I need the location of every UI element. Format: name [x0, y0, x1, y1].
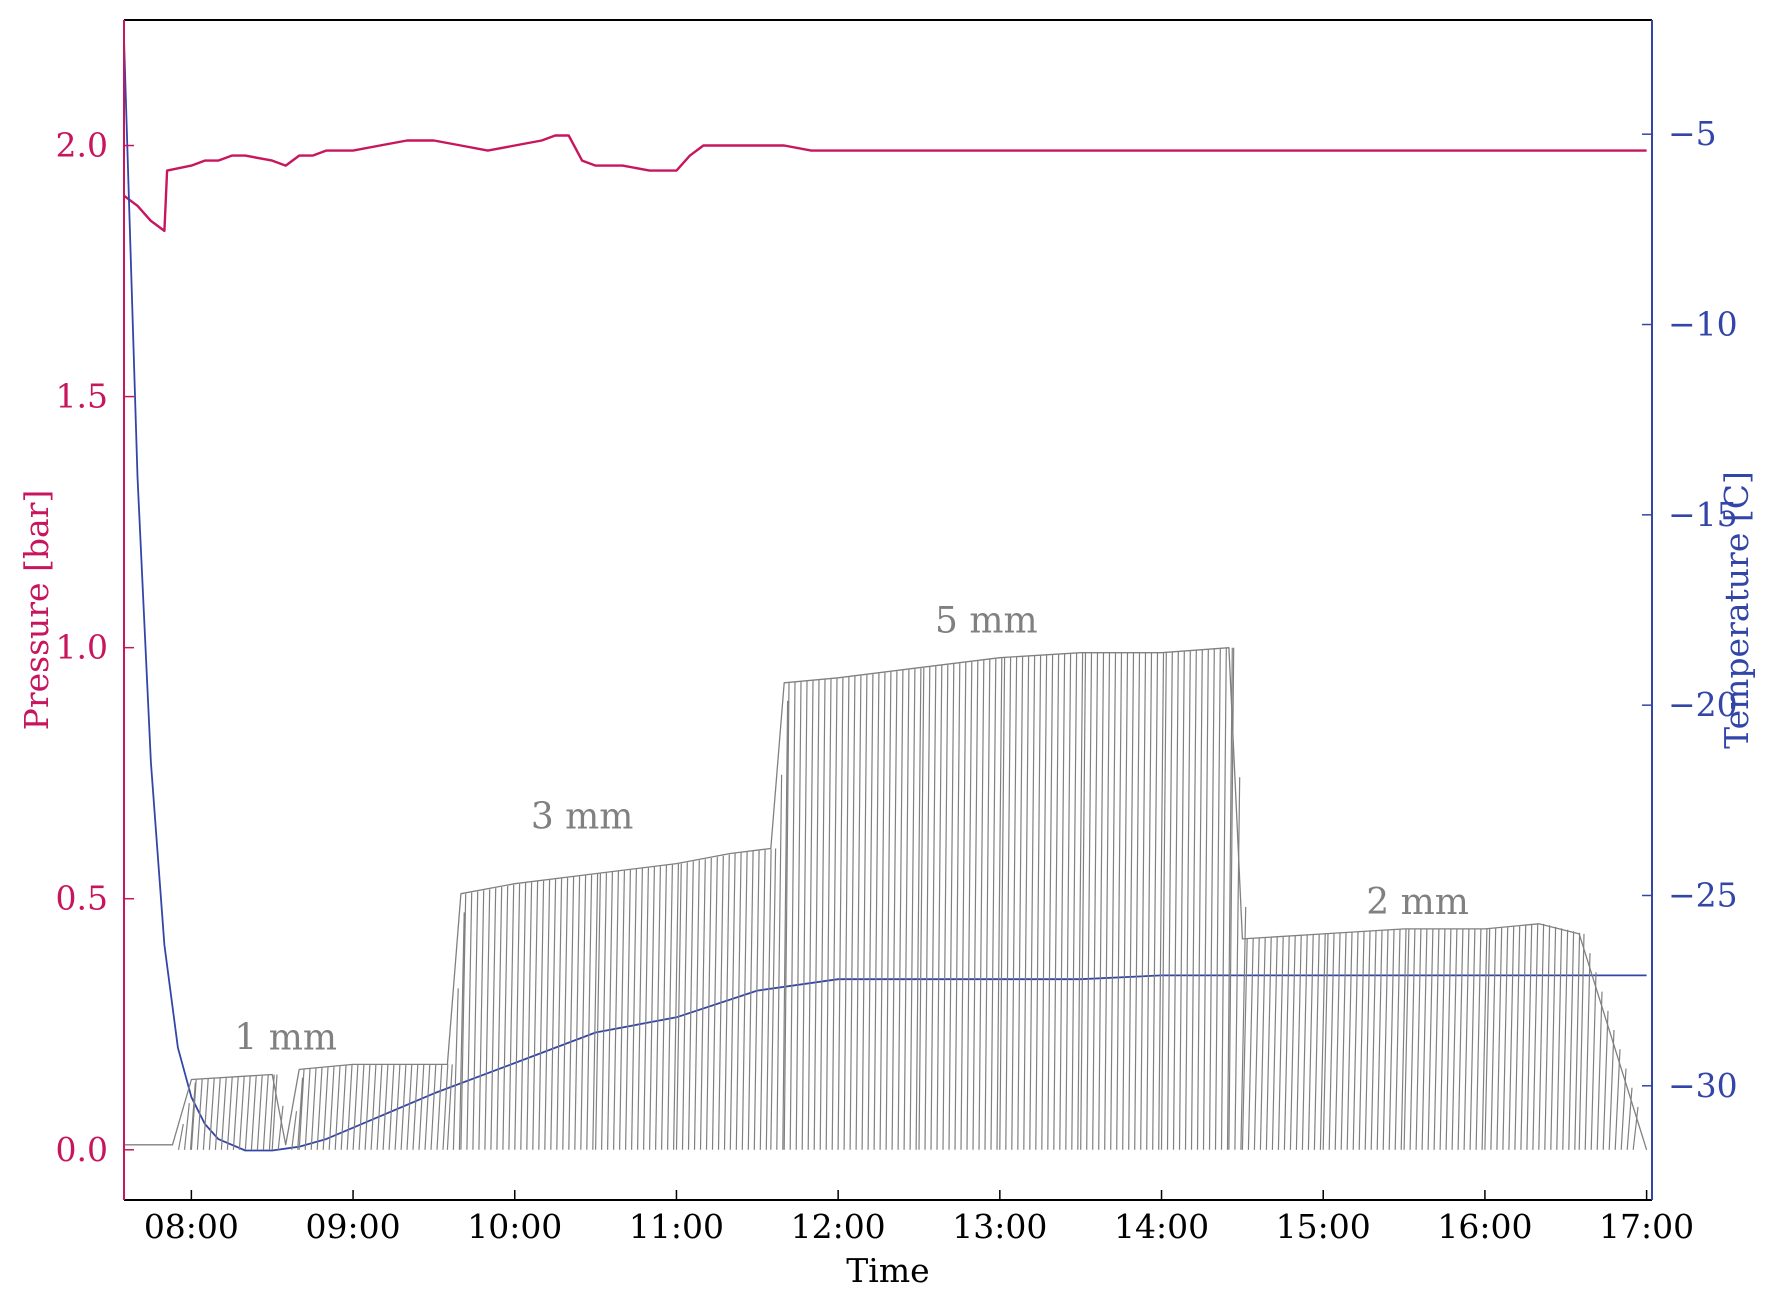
chart-marks: 1 mm 3 mm 5 mm 2 mm — [123, 38, 1648, 1152]
y-left-tick-label: 0.5 — [56, 879, 108, 918]
y-right-tick-label: −15 — [1668, 495, 1738, 534]
y-right-tick-label: −25 — [1668, 875, 1738, 914]
y-right-tick-label: −5 — [1668, 114, 1717, 153]
y-right-tick-label: −20 — [1668, 685, 1738, 724]
pulse-envelope-line — [124, 647, 1648, 1150]
annotation-label: 1 mm — [234, 1017, 337, 1058]
x-tick-label: 17:00 — [1599, 1207, 1694, 1246]
x-tick-label: 11:00 — [629, 1207, 724, 1246]
y-axis-right-title: Temperature [C] — [1717, 471, 1756, 749]
pulse-oscillation-band — [177, 647, 1639, 1150]
x-tick-label: 09:00 — [306, 1207, 401, 1246]
x-tick-label: 16:00 — [1437, 1207, 1532, 1246]
y-left-tick-label: 1.5 — [56, 377, 108, 416]
y-left-tick-label: 2.0 — [56, 126, 108, 165]
x-tick-label: 13:00 — [952, 1207, 1047, 1246]
x-tick-label: 08:00 — [144, 1207, 239, 1246]
y-right-tick-label: −30 — [1668, 1066, 1738, 1105]
annotation-label: 2 mm — [1366, 882, 1469, 923]
y-left-tick-label: 0.0 — [56, 1130, 108, 1169]
annotation-label: 5 mm — [935, 601, 1038, 642]
y-left-tick-label: 1.0 — [56, 628, 108, 667]
x-tick-label: 12:00 — [791, 1207, 886, 1246]
pressure-series-line — [123, 134, 1647, 233]
y-right-tick-label: −10 — [1668, 305, 1738, 344]
annotation-label: 3 mm — [531, 796, 634, 837]
x-tick-label: 14:00 — [1114, 1207, 1209, 1246]
y-axis-left-title: Pressure [bar] — [17, 490, 56, 731]
x-tick-label: 15:00 — [1276, 1207, 1371, 1246]
x-axis-title: Time — [846, 1251, 929, 1290]
temperature-series-line — [123, 38, 1647, 1152]
chart-axes: 08:00 09:00 10:00 11:00 12:00 13:00 14:00 15:00… — [56, 19, 1738, 1246]
x-tick-label: 10:00 — [467, 1207, 562, 1246]
